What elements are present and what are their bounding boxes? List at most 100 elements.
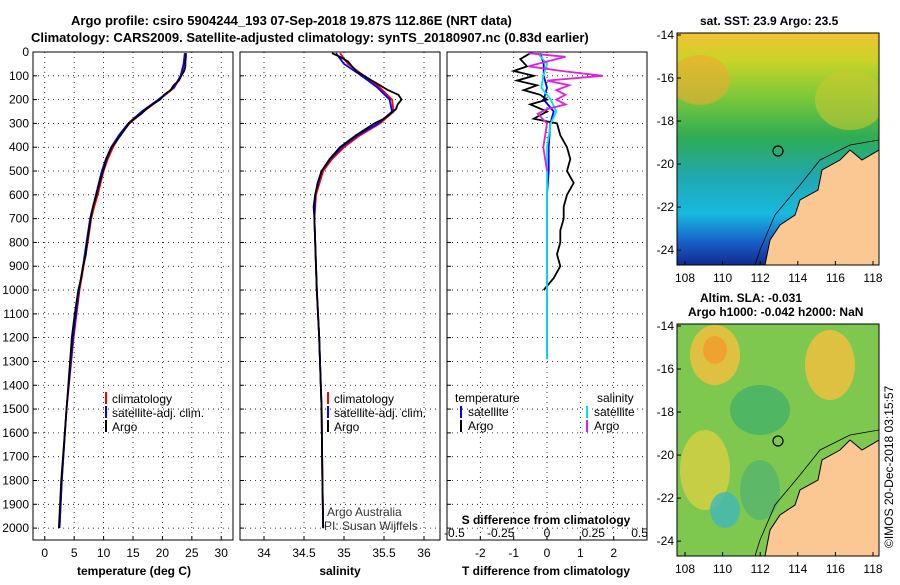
lat-tick-label: -20 bbox=[657, 448, 675, 462]
y-tick-label: 500 bbox=[9, 164, 29, 178]
s-difference-axis-label: S difference from climatology bbox=[462, 513, 631, 527]
lat-tick-label: -16 bbox=[657, 71, 675, 85]
series-t-argo bbox=[510, 52, 575, 291]
y-tick-label: 1300 bbox=[2, 354, 29, 368]
y-tick-label: 600 bbox=[9, 188, 29, 202]
title-line-1: Argo profile: csiro 5904244_193 07-Sep-2… bbox=[71, 13, 512, 28]
legend-climatology-label: climatology bbox=[334, 392, 394, 406]
s-tick-label: -0.5 bbox=[444, 526, 465, 540]
sst-lon-tick-labels: 108 110 112 114 116 118 bbox=[675, 261, 883, 285]
temperature-tick-labels: 0 5 10 15 20 25 30 bbox=[41, 546, 228, 560]
lon-tick-label: 108 bbox=[675, 562, 695, 576]
x-tick-label: -1 bbox=[508, 546, 519, 560]
difference-panel: -2 -1 0 1 2 -0.5 -0.25 0 0.25 0.5 S difference f… bbox=[444, 51, 648, 578]
x-tick-label: 15 bbox=[126, 546, 140, 560]
lat-tick-label: -14 bbox=[657, 319, 675, 333]
salinity-grid bbox=[240, 51, 440, 540]
salinity-tick-labels: 34 34.5 35 35.5 36 bbox=[257, 546, 431, 560]
y-tick-label: 100 bbox=[9, 69, 29, 83]
lat-tick-label: -24 bbox=[657, 534, 675, 548]
lon-tick-label: 112 bbox=[751, 271, 770, 285]
y-tick-label: 300 bbox=[9, 116, 29, 130]
s-difference-tick-labels: -0.5 -0.25 0 0.25 0.5 bbox=[444, 526, 648, 540]
legend-t-argo-label: Argo bbox=[468, 419, 494, 433]
y-tick-label: 2000 bbox=[2, 521, 29, 535]
sst-map-title: sat. SST: 23.9 Argo: 23.5 bbox=[700, 14, 839, 28]
title-line-2: Climatology: CARS2009. Satellite-adjuste… bbox=[31, 30, 589, 45]
sla-bathymetry-contour bbox=[754, 429, 879, 556]
x-tick-label: 35.5 bbox=[372, 546, 396, 560]
credit-argo-australia: Argo Australia bbox=[327, 505, 402, 519]
series-s-argo bbox=[528, 52, 603, 172]
x-tick-label: 25 bbox=[185, 546, 199, 560]
salinity-axes-frame bbox=[239, 51, 441, 541]
lon-tick-label: 108 bbox=[675, 271, 695, 285]
x-tick-label: 20 bbox=[156, 546, 170, 560]
sst-float-marker bbox=[772, 145, 784, 157]
s-tick-label: 0.25 bbox=[582, 526, 606, 540]
lat-tick-label: -16 bbox=[657, 362, 675, 376]
temperature-lines bbox=[58, 53, 187, 529]
temperature-panel: 0100200300400500600700800900100011001200… bbox=[2, 45, 234, 578]
y-tick-label: 1700 bbox=[2, 450, 29, 464]
sla-map-title-2: Argo h1000: -0.042 h2000: NaN bbox=[688, 305, 863, 319]
temperature-legend: climatology satellite-adj. clim. Argo bbox=[105, 392, 204, 434]
legend-s-argo-label: Argo bbox=[594, 419, 620, 433]
s-tick-label: -0.25 bbox=[487, 526, 515, 540]
legend-satellite-label: satellite-adj. clim. bbox=[112, 406, 204, 420]
lat-tick-label: -22 bbox=[657, 491, 675, 505]
legend-argo-label: Argo bbox=[334, 420, 360, 434]
sst-land-australia bbox=[764, 149, 879, 265]
lon-tick-label: 114 bbox=[788, 271, 807, 285]
credit-pi: PI: Susan Wijffels bbox=[324, 519, 418, 533]
sst-warm-patch bbox=[677, 55, 730, 105]
legend-argo-label: Argo bbox=[112, 420, 138, 434]
sla-lon-tick-labels: 108 110 112 114 116 118 bbox=[675, 552, 883, 576]
lon-tick-label: 116 bbox=[826, 271, 845, 285]
sla-low-patch bbox=[710, 492, 740, 528]
series-argo bbox=[312, 52, 403, 529]
x-tick-label: 30 bbox=[215, 546, 229, 560]
lon-tick-label: 118 bbox=[863, 562, 882, 576]
lat-tick-label: -18 bbox=[657, 114, 675, 128]
sla-map-frame bbox=[676, 323, 880, 557]
salinity-panel: 34 34.5 35 35.5 36 salinity climatology sate… bbox=[239, 51, 441, 578]
temperature-grid bbox=[33, 51, 233, 540]
imos-credit: ©IMOS 20-Dec-2018 03:15:57 bbox=[882, 385, 896, 548]
t-difference-axis-label: T difference from climatology bbox=[462, 564, 630, 578]
sst-map: sat. SST: 23.9 Argo: 23.5 108 110 112 114 11… bbox=[657, 14, 883, 285]
sla-high-core bbox=[703, 336, 727, 364]
y-tick-label: 1000 bbox=[2, 283, 29, 297]
sst-map-frame bbox=[676, 32, 880, 266]
sst-warm-patch bbox=[815, 70, 879, 130]
sla-float-marker bbox=[772, 435, 784, 447]
sla-high-patch bbox=[805, 330, 855, 400]
sla-map: Altim. SLA: -0.031 Argo h1000: -0.042 h2… bbox=[657, 291, 883, 576]
x-tick-label: 2 bbox=[610, 546, 617, 560]
y-tick-label: 1800 bbox=[2, 473, 29, 487]
series-argo bbox=[58, 53, 187, 529]
x-tick-label: 10 bbox=[97, 546, 111, 560]
lat-tick-label: -20 bbox=[657, 157, 675, 171]
x-tick-label: 5 bbox=[71, 546, 78, 560]
legend-satellite-label: satellite-adj. clim. bbox=[334, 406, 426, 420]
y-tick-label: 700 bbox=[9, 212, 29, 226]
legend-s-satellite-label: satellite bbox=[594, 405, 635, 419]
y-tick-label: 1100 bbox=[3, 307, 29, 321]
series-s-satellite bbox=[537, 52, 558, 360]
salinity-lines bbox=[312, 52, 403, 529]
y-tick-label: 0 bbox=[22, 45, 29, 59]
legend-t-satellite-label: satellite bbox=[468, 405, 509, 419]
y-tick-label: 400 bbox=[9, 140, 29, 154]
x-tick-label: 34 bbox=[257, 546, 271, 560]
lat-tick-label: -18 bbox=[657, 405, 675, 419]
legend-salinity-header: salinity bbox=[597, 391, 634, 405]
x-tick-label: 35 bbox=[337, 546, 351, 560]
legend-temperature-header: temperature bbox=[455, 391, 520, 405]
lon-tick-label: 110 bbox=[713, 271, 732, 285]
difference-lines bbox=[510, 52, 603, 360]
x-tick-label: 1 bbox=[577, 546, 584, 560]
salinity-axis-label: salinity bbox=[319, 564, 361, 578]
temperature-axis-label: temperature (deg C) bbox=[77, 564, 191, 578]
